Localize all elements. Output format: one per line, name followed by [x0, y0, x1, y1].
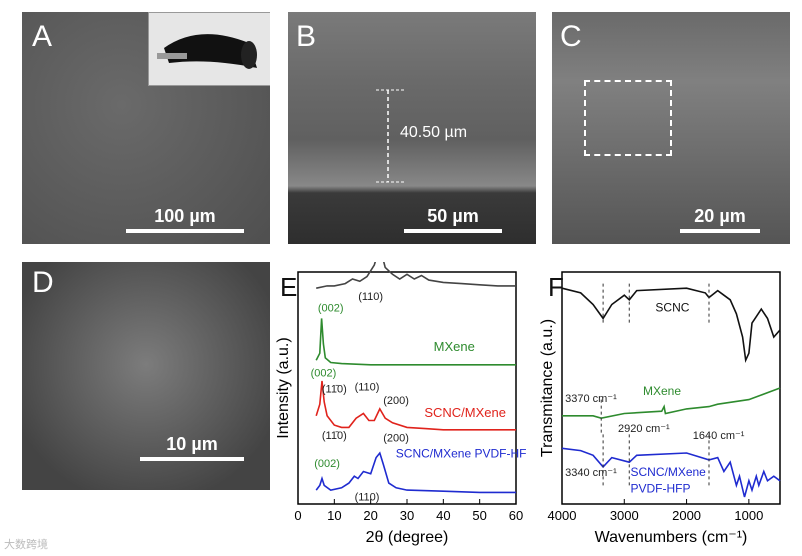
x-tick-label: 30 — [400, 508, 414, 523]
series-label: PVDF-HFP — [631, 481, 691, 495]
series-line — [315, 318, 516, 366]
scale-label-b: 50 µm — [427, 206, 479, 226]
x-tick-label: 40 — [436, 508, 450, 523]
x-tick-label: 4000 — [548, 508, 577, 523]
x-tick-label: 60 — [509, 508, 523, 523]
y-axis-label: Intensity (a.u.) — [276, 337, 292, 438]
scale-label-a: 100 µm — [154, 206, 216, 226]
x-tick-label: 10 — [327, 508, 341, 523]
peak-label: 3340 cm⁻¹ — [565, 467, 617, 479]
y-axis-label: Transmitance (a.u.) — [540, 319, 556, 457]
peak-label-110: (110) — [355, 381, 380, 393]
series-label: SCNC/MXene — [424, 405, 506, 420]
peak-label-110b: (11̄0) — [322, 430, 347, 442]
peak-label-002: (002) — [318, 302, 344, 314]
panel-f-label: F — [548, 272, 564, 302]
watermark-footer: 大数跨境 — [4, 539, 48, 551]
peak-label-200: (200) — [383, 432, 409, 444]
rolled-film-icon — [149, 13, 270, 85]
series-label: SCNC/MXene — [631, 465, 707, 479]
peak-label-002: (002) — [314, 458, 340, 470]
peak-label-110b: (11̄0) — [322, 384, 347, 396]
scale-bar-b: 50 µm — [404, 206, 502, 233]
series-line — [561, 447, 781, 498]
inset-photo — [148, 12, 270, 86]
zoom-region-box — [584, 80, 672, 156]
series-line — [561, 287, 781, 364]
series-line — [316, 262, 516, 289]
x-tick-label: 3000 — [610, 508, 639, 523]
panel-a-label: A — [32, 20, 53, 53]
x-tick-label: 50 — [472, 508, 486, 523]
series-line — [315, 380, 516, 431]
series-label: SCNC/MXene PVDF-HFP — [396, 447, 526, 461]
x-tick-label: 2000 — [672, 508, 701, 523]
panel-e-label: E — [280, 272, 297, 302]
peak-label-002: (002) — [311, 367, 337, 379]
x-axis-label: Wavenumbers (cm⁻¹) — [595, 529, 748, 546]
sem-panel-a: A 100 µm — [22, 12, 270, 244]
series-line — [315, 451, 516, 494]
scale-bar-a: 100 µm — [126, 206, 244, 233]
peak-label-200: (200) — [383, 395, 409, 407]
thickness-label: 40.50 µm — [400, 124, 468, 141]
panel-d-label: D — [32, 266, 54, 299]
peak-label: 3370 cm⁻¹ — [565, 393, 617, 405]
xrd-chart: 0 10 20 30 40 50 60 2θ (degree) Intensity (a.u.)… — [276, 262, 526, 546]
peak-label-110: (110) — [355, 492, 380, 504]
scale-label-c: 20 µm — [694, 206, 746, 226]
sem-panel-c: C 20 µm — [552, 12, 790, 244]
peak-label: 2920 cm⁻¹ — [618, 423, 670, 435]
x-tick-label: 20 — [363, 508, 377, 523]
sem-panel-b: B 40.50 µm 50 µm — [288, 12, 536, 244]
x-axis-label: 2θ (degree) — [366, 529, 449, 546]
x-tick-label: 0 — [294, 508, 301, 523]
ftir-chart: 4000 3000 2000 1000 Wavenumbers (cm⁻¹) Transm… — [540, 271, 781, 546]
series-label: MXene — [643, 384, 681, 398]
sem-panel-d: D 10 µm — [22, 262, 270, 490]
scale-bar-d: 10 µm — [140, 434, 244, 461]
panel-c-label: C — [560, 20, 582, 53]
scale-label-d: 10 µm — [166, 434, 218, 454]
panel-b-label: B — [296, 20, 317, 53]
series-label: SCNC — [655, 300, 689, 314]
x-tick-label: 1000 — [734, 508, 763, 523]
peak-label: 1640 cm⁻¹ — [693, 430, 745, 442]
peak-label-110: (110) — [358, 291, 383, 303]
thickness-marker — [376, 89, 406, 183]
scale-bar-c: 20 µm — [680, 206, 760, 233]
series-label: MXene — [434, 339, 475, 354]
